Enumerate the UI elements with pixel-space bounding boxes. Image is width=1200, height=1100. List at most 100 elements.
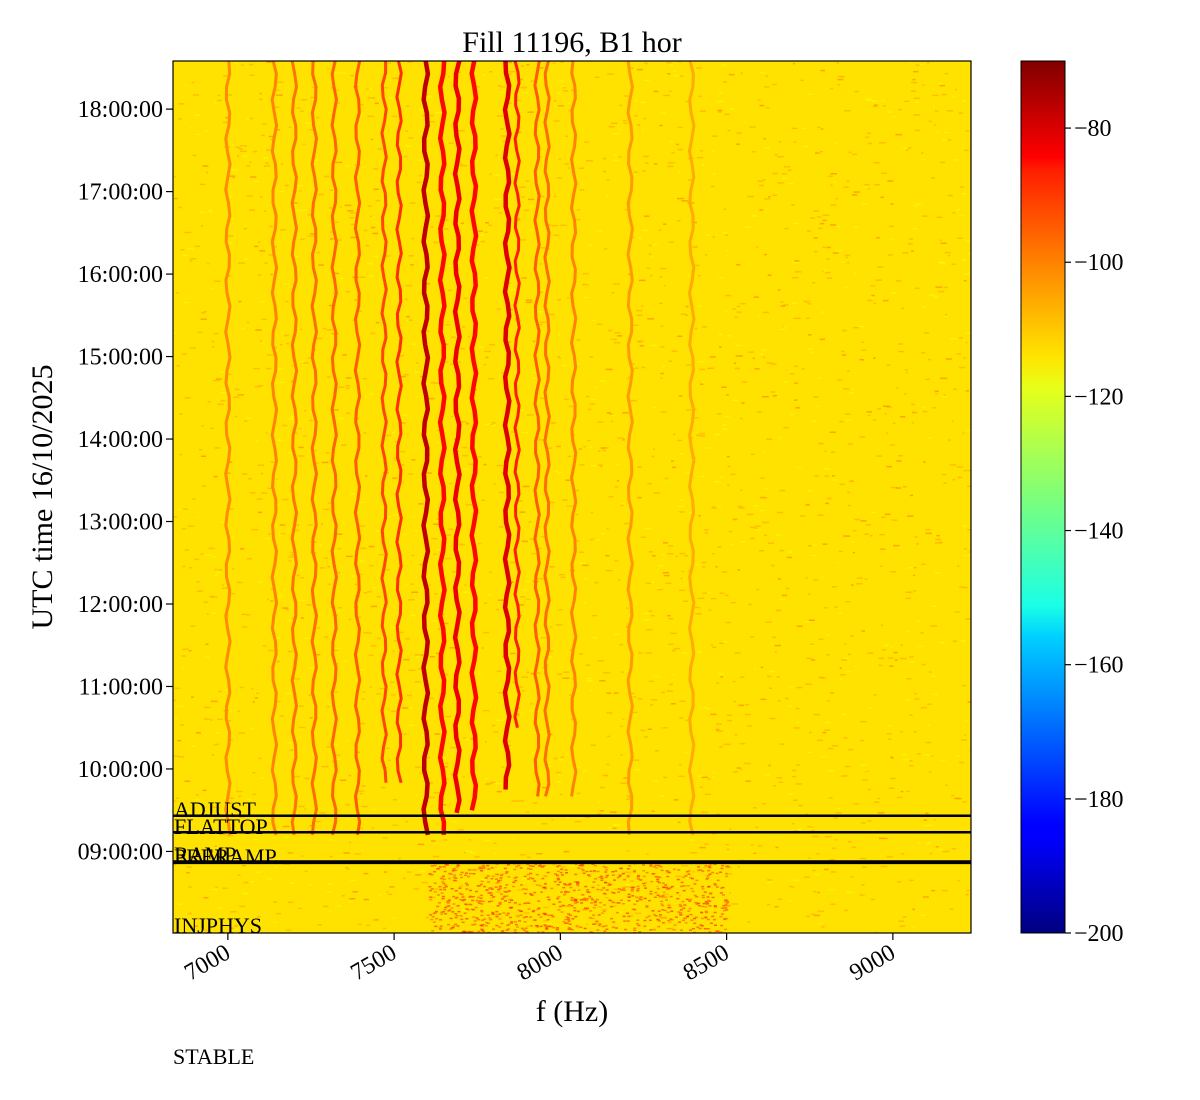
- noise-speckle: [344, 204, 352, 207]
- noise-speckle: [557, 781, 562, 783]
- noise-speckle: [775, 534, 781, 536]
- noise-speckle: [526, 64, 530, 66]
- noise-speckle: [824, 450, 827, 452]
- noise-speckle: [298, 907, 303, 909]
- ramp-activity: [652, 866, 656, 868]
- noise-speckle: [421, 654, 427, 656]
- noise-speckle: [607, 827, 612, 829]
- ramp-activity: [690, 887, 694, 890]
- ramp-activity: [485, 921, 489, 924]
- ramp-activity: [437, 867, 441, 870]
- noise-speckle: [497, 84, 502, 87]
- noise-speckle: [736, 305, 740, 308]
- noise-speckle: [376, 693, 382, 695]
- noise-speckle: [717, 109, 723, 112]
- x-tick-label: 7000: [180, 940, 235, 987]
- noise-speckle: [624, 886, 630, 888]
- noise-speckle: [854, 90, 859, 93]
- noise-speckle: [292, 202, 298, 204]
- noise-speckle: [906, 371, 909, 374]
- noise-speckle: [904, 369, 908, 371]
- noise-speckle: [179, 413, 183, 415]
- noise-speckle: [841, 354, 847, 356]
- noise-speckle: [632, 711, 638, 714]
- y-tick-label: 10:00:00: [78, 757, 163, 783]
- noise-speckle: [431, 537, 438, 540]
- noise-speckle: [207, 401, 211, 403]
- noise-speckle: [386, 891, 389, 893]
- noise-speckle: [543, 906, 549, 909]
- noise-speckle: [525, 580, 533, 583]
- noise-speckle: [488, 593, 492, 596]
- noise-speckle: [892, 422, 896, 425]
- ramp-activity: [574, 899, 578, 901]
- noise-speckle: [947, 439, 951, 441]
- noise-speckle: [839, 420, 844, 423]
- ramp-activity: [556, 865, 559, 868]
- noise-speckle: [736, 143, 741, 145]
- noise-speckle: [530, 672, 535, 675]
- noise-speckle: [820, 269, 827, 271]
- noise-speckle: [679, 511, 685, 513]
- ramp-activity: [510, 921, 514, 923]
- ramp-activity: [473, 923, 477, 926]
- ramp-activity: [617, 902, 621, 904]
- noise-speckle: [250, 176, 257, 178]
- noise-speckle: [217, 403, 224, 406]
- noise-speckle: [808, 619, 815, 621]
- noise-speckle: [956, 466, 964, 468]
- noise-speckle: [688, 569, 691, 572]
- noise-speckle: [339, 277, 344, 280]
- noise-speckle: [579, 189, 585, 191]
- ramp-activity: [523, 921, 527, 923]
- ramp-activity: [705, 878, 709, 881]
- noise-speckle: [614, 559, 619, 562]
- ramp-activity: [525, 902, 529, 904]
- noise-speckle: [184, 397, 191, 399]
- noise-speckle: [909, 656, 914, 658]
- noise-speckle: [182, 301, 189, 304]
- noise-speckle: [537, 526, 541, 528]
- ramp-activity: [550, 925, 553, 928]
- noise-speckle: [508, 341, 511, 343]
- noise-speckle: [583, 578, 588, 580]
- ramp-activity: [667, 920, 671, 922]
- ramp-activity: [656, 894, 660, 896]
- ramp-activity: [495, 882, 499, 884]
- noise-speckle: [944, 72, 949, 75]
- ramp-activity: [639, 879, 643, 881]
- noise-speckle: [907, 61, 914, 63]
- noise-speckle: [890, 203, 894, 205]
- noise-speckle: [962, 100, 967, 102]
- noise-speckle: [237, 394, 244, 396]
- noise-speckle: [358, 103, 364, 106]
- noise-speckle: [392, 650, 395, 652]
- ramp-activity: [451, 911, 455, 913]
- ramp-activity: [570, 929, 574, 931]
- noise-speckle: [679, 717, 684, 719]
- noise-speckle: [653, 448, 656, 450]
- noise-speckle: [539, 67, 544, 69]
- noise-speckle: [294, 775, 301, 778]
- ramp-activity: [593, 923, 597, 925]
- ramp-activity: [713, 905, 717, 907]
- noise-speckle: [246, 195, 253, 197]
- noise-speckle: [712, 506, 715, 508]
- noise-speckle: [285, 608, 289, 611]
- noise-speckle: [351, 223, 356, 226]
- noise-speckle: [666, 62, 672, 64]
- noise-speckle: [633, 924, 639, 926]
- noise-speckle: [462, 326, 466, 328]
- noise-speckle: [916, 620, 921, 622]
- noise-speckle: [672, 433, 676, 436]
- noise-speckle: [726, 848, 730, 851]
- noise-speckle: [638, 279, 646, 282]
- noise-speckle: [643, 619, 650, 621]
- noise-speckle: [634, 874, 638, 877]
- noise-speckle: [200, 318, 207, 320]
- noise-speckle: [182, 648, 189, 650]
- noise-speckle: [346, 818, 351, 821]
- noise-speckle: [398, 324, 402, 327]
- noise-speckle: [368, 275, 374, 277]
- ramp-activity: [434, 910, 438, 913]
